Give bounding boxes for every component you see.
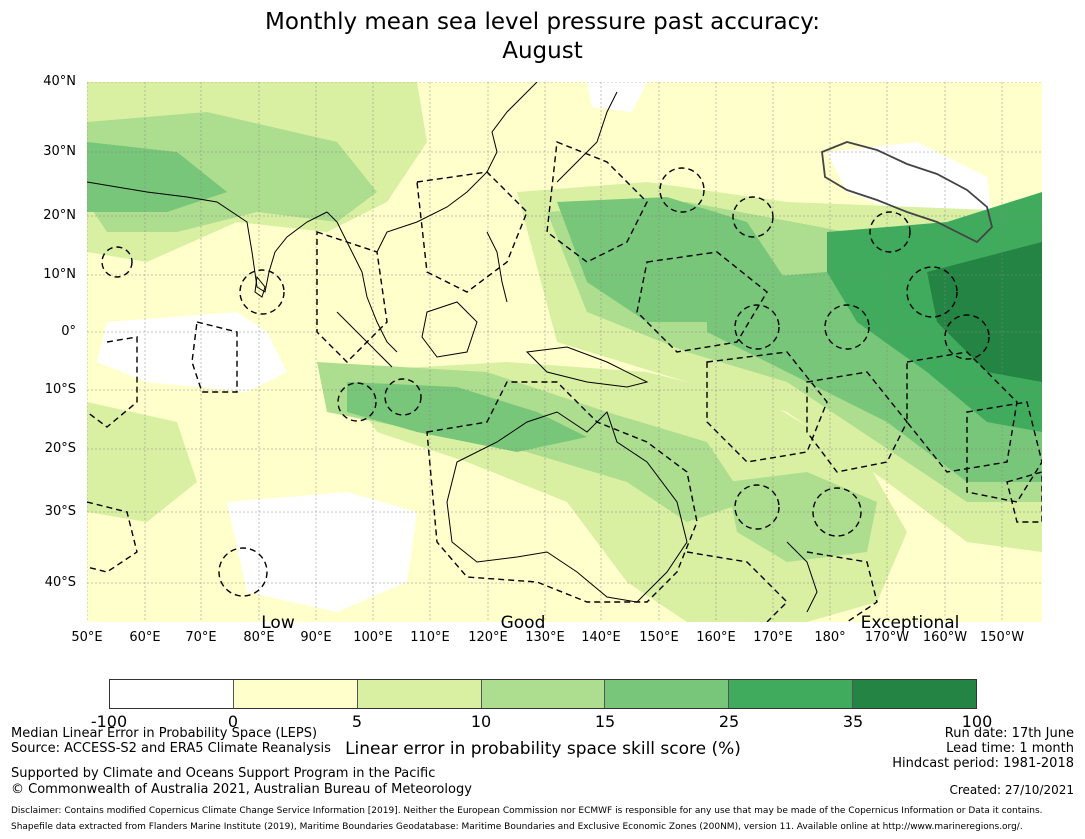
- coastline-japan: [556, 91, 618, 183]
- lon-label: 90°E: [300, 630, 332, 645]
- lon-label: 120°E: [468, 630, 508, 645]
- colorbar-segment: [728, 680, 853, 708]
- lat-label: 40°N: [43, 74, 76, 89]
- lat-label: 20°N: [43, 208, 76, 223]
- coastline-new-guinea: [525, 346, 649, 388]
- chart-title-line1: Monthly mean sea level pressure past acc…: [265, 9, 820, 35]
- footer-copyright: © Commonwealth of Australia 2021, Austra…: [11, 782, 472, 797]
- lon-label: 150°E: [639, 630, 679, 645]
- coastline-australia: [446, 411, 688, 603]
- eez-boundaries: [87, 141, 1042, 622]
- coastline-sri-lanka: [254, 275, 266, 298]
- lat-label: 10°S: [44, 382, 76, 397]
- footer-method: Median Linear Error in Probability Space…: [11, 726, 318, 741]
- lon-label: 180°: [814, 630, 846, 645]
- coastline-new-zealand: [786, 541, 818, 613]
- colorbar-label: Linear error in probability space skill …: [345, 739, 741, 759]
- colorbar-tick-label: 15: [594, 712, 616, 731]
- lon-label: 170°E: [753, 630, 793, 645]
- hawaii-region-outline: [821, 141, 993, 244]
- colorbar-tick-label: 10: [470, 712, 492, 731]
- lon-label: 100°E: [353, 630, 393, 645]
- lat-label: 20°S: [44, 441, 76, 456]
- footer-support: Supported by Climate and Oceans Support …: [11, 766, 436, 781]
- footer-disclaimer: Disclaimer: Contains modified Copernicus…: [11, 806, 1043, 816]
- colorbar-segment: [110, 680, 233, 708]
- map-gridlines: [87, 82, 1042, 622]
- lon-label: 160°E: [696, 630, 736, 645]
- colorbar-segment: [852, 680, 977, 708]
- colorbar-segment: [480, 680, 605, 708]
- colorbar-tick-label: 35: [842, 712, 864, 731]
- lon-label: 130°E: [525, 630, 565, 645]
- lat-label: 10°N: [43, 267, 76, 282]
- lat-label: 30°N: [43, 144, 76, 159]
- lon-label: 70°E: [185, 630, 217, 645]
- colorbar-tick-label: 25: [718, 712, 740, 731]
- lon-label: 170°W: [864, 630, 910, 645]
- footer-hindcast-period: Hindcast period: 1981-2018: [892, 756, 1074, 771]
- category-label-exceptional: Exceptional: [860, 613, 960, 633]
- colorbar-tick-label: 100: [961, 712, 993, 731]
- lon-label: 110°E: [410, 630, 450, 645]
- high-skill-regions: [87, 142, 1042, 482]
- footer-shapefile-credit: Shapefile data extracted from Flanders M…: [11, 822, 1023, 832]
- lon-label: 60°E: [129, 630, 161, 645]
- lon-label: 150°W: [979, 630, 1025, 645]
- lat-label: 40°S: [44, 575, 76, 590]
- exceptional-skill-regions: [927, 242, 1042, 382]
- skill-score-map: [87, 82, 1042, 622]
- colorbar-tick-label: 0: [227, 712, 239, 731]
- lat-label: 0°: [61, 324, 76, 339]
- lon-label: 80°E: [243, 630, 275, 645]
- category-label-low: Low: [261, 613, 295, 633]
- footer-source: Source: ACCESS-S2 and ERA5 Climate Reana…: [11, 741, 331, 756]
- footer-lead-time: Lead time: 1 month: [946, 741, 1074, 756]
- category-label-good: Good: [500, 613, 546, 633]
- colorbar-tick-label: 5: [351, 712, 363, 731]
- footer-created: Created: 27/10/2021: [949, 783, 1074, 797]
- lon-label: 140°E: [581, 630, 621, 645]
- coastline-borneo: [421, 301, 478, 358]
- lon-label: 160°W: [922, 630, 968, 645]
- lon-label: 50°E: [71, 630, 103, 645]
- chart-title-line2: August: [502, 38, 583, 64]
- lat-label: 30°S: [44, 504, 76, 519]
- colorbar-segment: [356, 680, 481, 708]
- coastline-india: [87, 181, 328, 293]
- footer-run-date: Run date: 17th June: [944, 726, 1074, 741]
- coastline-indochina: [326, 211, 398, 353]
- colorbar: [109, 679, 977, 709]
- colorbar-segment: [604, 680, 729, 708]
- colorbar-segment: [232, 680, 357, 708]
- colorbar-tick-label: -100: [90, 712, 128, 731]
